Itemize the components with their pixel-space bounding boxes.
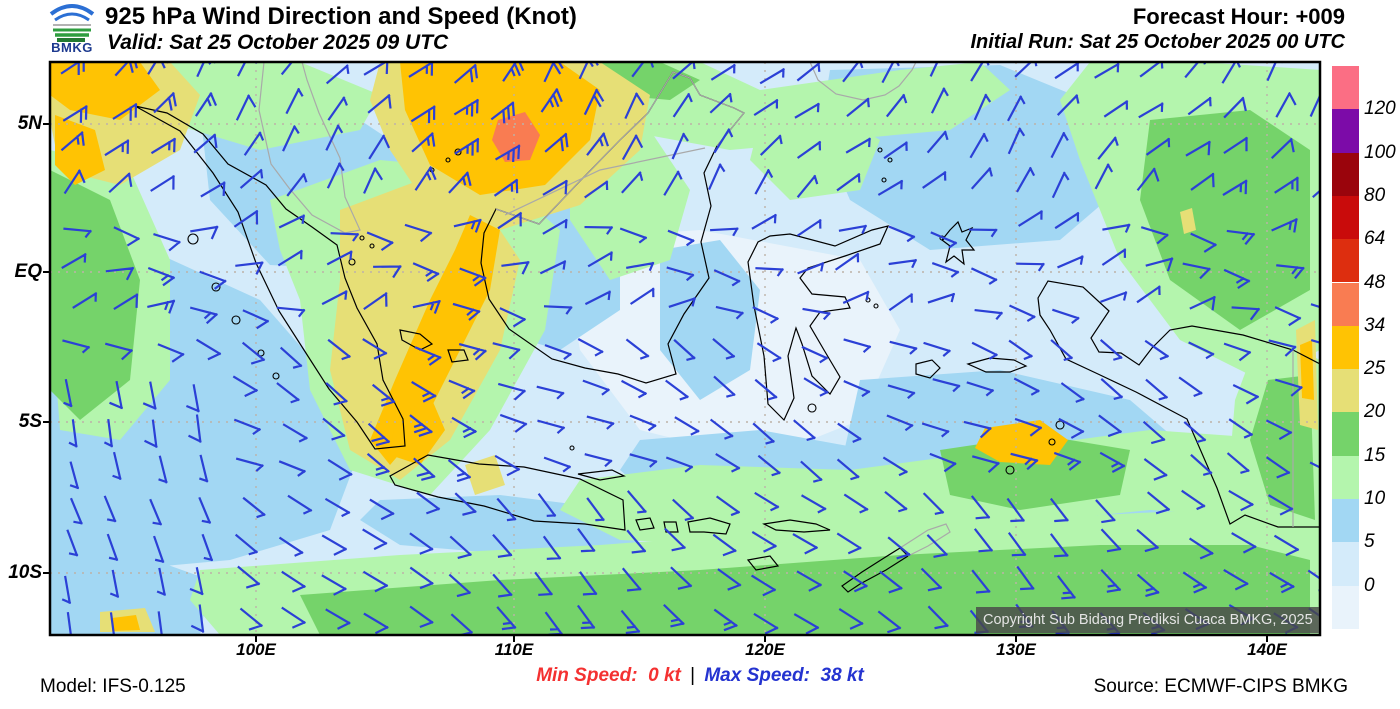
- speed-summary: Min Speed: 0 kt | Max Speed: 38 kt: [440, 665, 960, 687]
- colorbar-label: 0: [1364, 574, 1375, 596]
- lon-axis-label: 120E: [745, 640, 785, 659]
- colorbar-label: 20: [1364, 401, 1386, 423]
- colorbar-cell: [1332, 239, 1359, 283]
- colorbar-cell: [1332, 109, 1359, 153]
- bmkg-logo-text: BMKG: [51, 40, 93, 55]
- model-label: Model: IFS-0.125: [40, 676, 186, 697]
- colorbar-cell: [1332, 585, 1359, 629]
- lat-axis-label: 10S: [8, 562, 42, 583]
- lat-axis-label: 5N: [17, 113, 42, 134]
- initial-run: Initial Run: Sat 25 October 2025 00 UTC: [970, 31, 1345, 53]
- speed-separator: |: [690, 665, 696, 686]
- colorbar-cell: [1332, 152, 1359, 196]
- valid-time: Valid: Sat 25 October 2025 09 UTC: [107, 31, 449, 54]
- bmkg-logo-icon: [49, 4, 95, 42]
- colorbar-label: 15: [1364, 444, 1386, 466]
- lat-axis-label: 5S: [18, 411, 42, 432]
- lat-axis-label: EQ: [14, 261, 42, 282]
- colorbar-label: 120: [1364, 98, 1396, 120]
- min-speed-value: 0 kt: [648, 665, 681, 686]
- colorbar-label: 48: [1364, 271, 1386, 293]
- colorbar-cell: [1332, 66, 1359, 110]
- copyright-note: Copyright Sub Bidang Prediksi Cuaca BMKG…: [976, 607, 1319, 633]
- page-title: 925 hPa Wind Direction and Speed (Knot): [105, 3, 577, 30]
- min-speed-label: Min Speed:: [536, 665, 638, 686]
- lon-axis-label: 110E: [494, 640, 534, 659]
- max-speed-label: Max Speed:: [704, 665, 810, 686]
- lon-axis-label: 100E: [236, 640, 276, 659]
- lon-axis-label: 140E: [1247, 640, 1287, 659]
- colorbar-cell: [1332, 542, 1359, 586]
- colorbar-cell: [1332, 499, 1359, 543]
- colorbar-label: 100: [1364, 141, 1396, 163]
- colorbar-cell: [1332, 412, 1359, 456]
- source-label: Source: ECMWF-CIPS BMKG: [1093, 676, 1348, 697]
- colorbar-label: 80: [1364, 184, 1386, 206]
- colorbar-cell: [1332, 325, 1359, 370]
- colorbar-cell: [1332, 369, 1359, 413]
- colorbar-label: 25: [1364, 358, 1386, 380]
- colorbar-label: 34: [1364, 314, 1386, 336]
- lon-axis-label: 130E: [996, 640, 1036, 659]
- colorbar-cell: [1332, 195, 1359, 240]
- max-speed-value: 38 kt: [820, 665, 864, 686]
- colorbar-label: 64: [1364, 228, 1386, 250]
- colorbar-label: 5: [1364, 531, 1375, 553]
- forecast-hour: Forecast Hour: +009: [1132, 4, 1345, 29]
- colorbar-cell: [1332, 282, 1359, 326]
- colorbar-label: 10: [1364, 488, 1386, 509]
- colorbar-cell: [1332, 455, 1359, 499]
